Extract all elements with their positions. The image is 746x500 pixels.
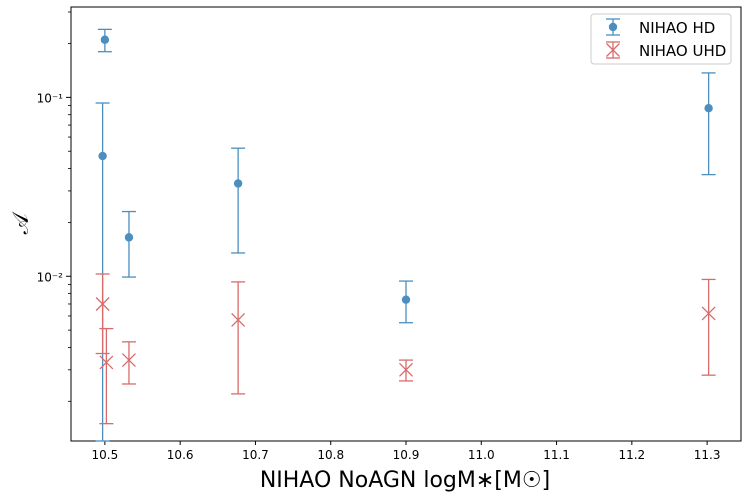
data-point [231,312,246,327]
data-point [233,179,243,188]
legend-hd-dot [608,22,618,32]
y-axis: 10⁻² 10⁻¹ [37,11,71,402]
x-tick-label: 11.2 [618,448,645,462]
x-tick-label: 10.6 [167,448,194,462]
x-tick-label: 11.0 [468,448,495,462]
x-tick-label: 10.8 [317,448,344,462]
data-point [122,353,136,368]
x-tick-label: 11.3 [694,448,721,462]
y-tick-label: 10⁻² [37,270,64,284]
y-tick-label: 10⁻¹ [37,91,64,105]
legend-uhd-marker [606,41,620,59]
data-point [399,362,413,377]
x-tick-label: 10.5 [92,448,119,462]
x-tick-label: 10.7 [242,448,269,462]
x-tick-label: 11.1 [543,448,570,462]
series-nihao-hd [95,28,716,442]
data-point [124,233,134,242]
data-point [95,297,110,311]
series-nihao-uhd [95,273,716,425]
data-point [98,151,107,161]
legend-uhd-x [606,43,620,57]
data-point [100,35,110,44]
data-point [99,355,114,370]
x-tick-label: 10.9 [393,448,420,462]
data-point [701,306,716,321]
legend-label-uhd: NIHAO UHD [639,42,726,60]
legend-hd-marker [606,18,620,36]
legend-label-hd: NIHAO HD [639,19,715,37]
y-axis-label: 𝒜 [9,211,34,234]
data-point [704,103,713,113]
data-point [401,295,411,304]
x-axis-label: NIHAO NoAGN logM∗[M☉] [260,468,550,493]
series-layer [95,28,716,442]
x-axis: 10.5 10.6 10.7 10.8 10.9 11.0 11.1 11.2 11.3 [92,441,721,462]
legend-box [590,13,732,65]
legend: NIHAO HD NIHAO UHD [590,13,732,65]
